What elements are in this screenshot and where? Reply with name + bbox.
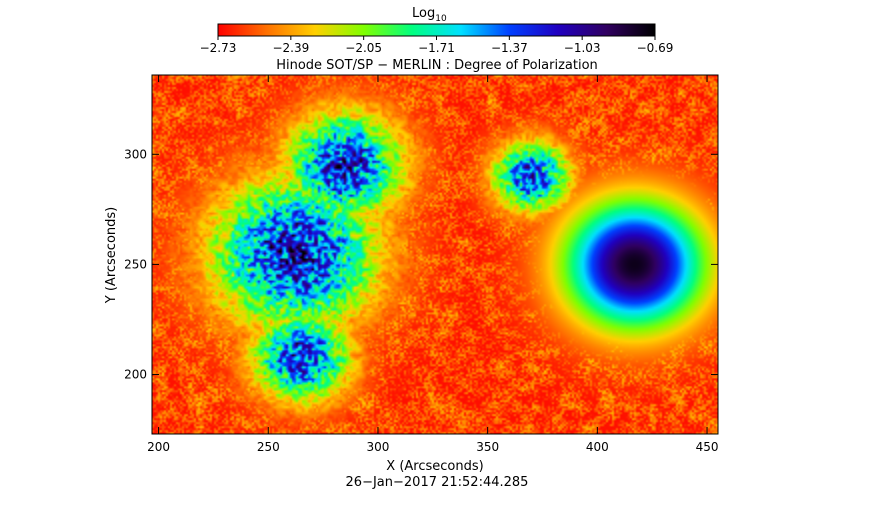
x-tick-label: 200 [147,440,170,454]
y-tick-label: 200 [124,368,147,382]
chart-title: Hinode SOT/SP − MERLIN : Degree of Polar… [276,58,598,73]
colorbar-tick-label: −2.39 [272,41,309,55]
colorbar-tick-label: −0.69 [637,41,674,55]
heatmap-image [152,75,718,434]
x-tick-label: 250 [257,440,280,454]
colorbar-tick-label: −1.71 [418,41,455,55]
colorbar-tick-label: −1.37 [491,41,528,55]
x-tick-label: 300 [367,440,390,454]
plot-frame [151,74,719,435]
timestamp: 26−Jan−2017 21:52:44.285 [346,475,529,490]
y-tick-label: 250 [124,257,147,271]
x-tick-label: 350 [476,440,499,454]
plot-area: 200 250 300 350 400 450 200 250 300 [124,74,719,454]
colorbar-label: Log10 [412,6,447,24]
x-axis-label: X (Arcseconds) [386,459,483,474]
colorbar-tick-label: −1.03 [564,41,601,55]
colorbar-tick-label: −2.73 [200,41,237,55]
colorbar-gradient [217,23,656,37]
x-tick-label: 400 [586,440,609,454]
y-axis-label: Y (Arcseconds) [104,207,119,304]
colorbar-tick-label: −2.05 [345,41,382,55]
x-tick-label: 450 [696,440,719,454]
y-tick-label: 300 [124,147,147,161]
colorbar: Log10 −2.73 −2.39 −2.05 −1.71 −1.37 −1.03 −0.6… [200,6,674,55]
